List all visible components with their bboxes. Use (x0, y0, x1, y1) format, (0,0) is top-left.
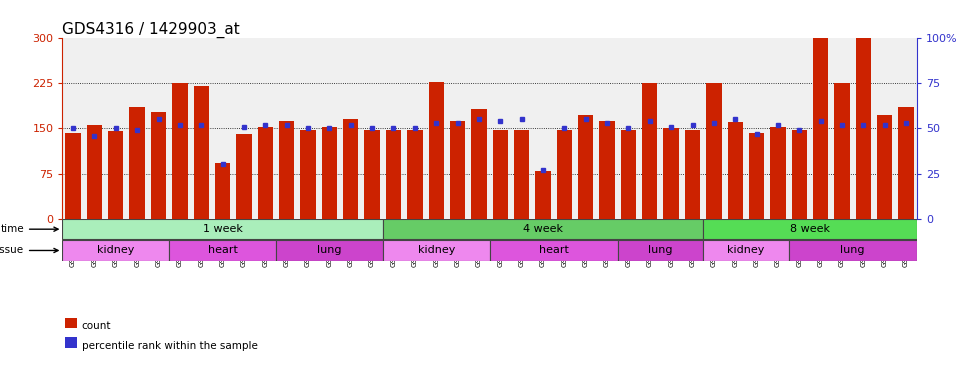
Bar (86, 126, 102, 218)
Bar (834, 83, 850, 218)
Bar (813, 38, 828, 218)
Bar (792, 130, 807, 218)
Bar (703, 240, 789, 261)
Bar (169, 240, 276, 261)
Bar (322, 127, 337, 218)
Bar (365, 130, 380, 218)
Text: percentile rank within the sample: percentile rank within the sample (82, 341, 257, 351)
Bar (490, 240, 618, 261)
Bar (514, 130, 529, 218)
Bar (383, 240, 490, 261)
Bar (407, 130, 422, 218)
Bar (383, 219, 703, 239)
Bar (130, 108, 145, 218)
Bar (151, 112, 166, 218)
Text: kidney: kidney (97, 245, 134, 255)
Bar (471, 109, 487, 218)
Bar (108, 131, 124, 218)
Bar (450, 121, 466, 218)
Bar (386, 130, 401, 218)
Text: 4 week: 4 week (523, 224, 563, 234)
Text: kidney: kidney (418, 245, 455, 255)
Text: GDS4316 / 1429903_at: GDS4316 / 1429903_at (62, 22, 240, 38)
Bar (789, 240, 917, 261)
Bar (300, 130, 316, 218)
Bar (855, 38, 871, 218)
Bar (257, 127, 273, 218)
Bar (899, 108, 914, 218)
Text: heart: heart (539, 245, 568, 255)
Bar (703, 219, 917, 239)
Bar (236, 134, 252, 218)
Text: lung: lung (317, 245, 342, 255)
Bar (62, 240, 169, 261)
Bar (707, 83, 722, 218)
Bar (492, 130, 508, 218)
Bar (343, 119, 358, 218)
Bar (65, 133, 81, 218)
Text: heart: heart (207, 245, 237, 255)
Bar (215, 163, 230, 218)
Text: lung: lung (648, 245, 673, 255)
Bar (172, 83, 187, 218)
Bar (557, 130, 572, 218)
Bar (194, 86, 209, 218)
Text: 8 week: 8 week (790, 224, 830, 234)
Text: kidney: kidney (728, 245, 764, 255)
Text: tissue: tissue (0, 245, 58, 255)
Bar (599, 121, 614, 218)
Bar (642, 83, 658, 218)
Bar (62, 219, 383, 239)
Text: lung: lung (840, 245, 865, 255)
Bar (877, 115, 893, 218)
Bar (578, 115, 593, 218)
Bar (428, 82, 444, 218)
Bar (618, 240, 703, 261)
Bar (276, 240, 383, 261)
Text: 1 week: 1 week (203, 224, 243, 234)
Bar (770, 127, 785, 218)
Bar (684, 130, 700, 218)
Bar (728, 122, 743, 218)
Bar (536, 170, 551, 218)
Bar (663, 129, 679, 218)
Bar (621, 130, 636, 218)
Text: count: count (82, 321, 111, 331)
Text: time: time (0, 224, 58, 234)
Bar (279, 121, 295, 218)
Bar (749, 133, 764, 218)
